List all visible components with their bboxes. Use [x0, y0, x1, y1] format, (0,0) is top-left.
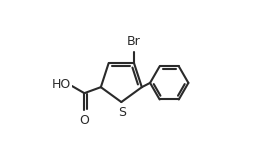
Text: O: O	[79, 114, 89, 127]
Text: HO: HO	[52, 78, 71, 91]
Text: S: S	[118, 106, 126, 119]
Text: Br: Br	[127, 35, 141, 48]
